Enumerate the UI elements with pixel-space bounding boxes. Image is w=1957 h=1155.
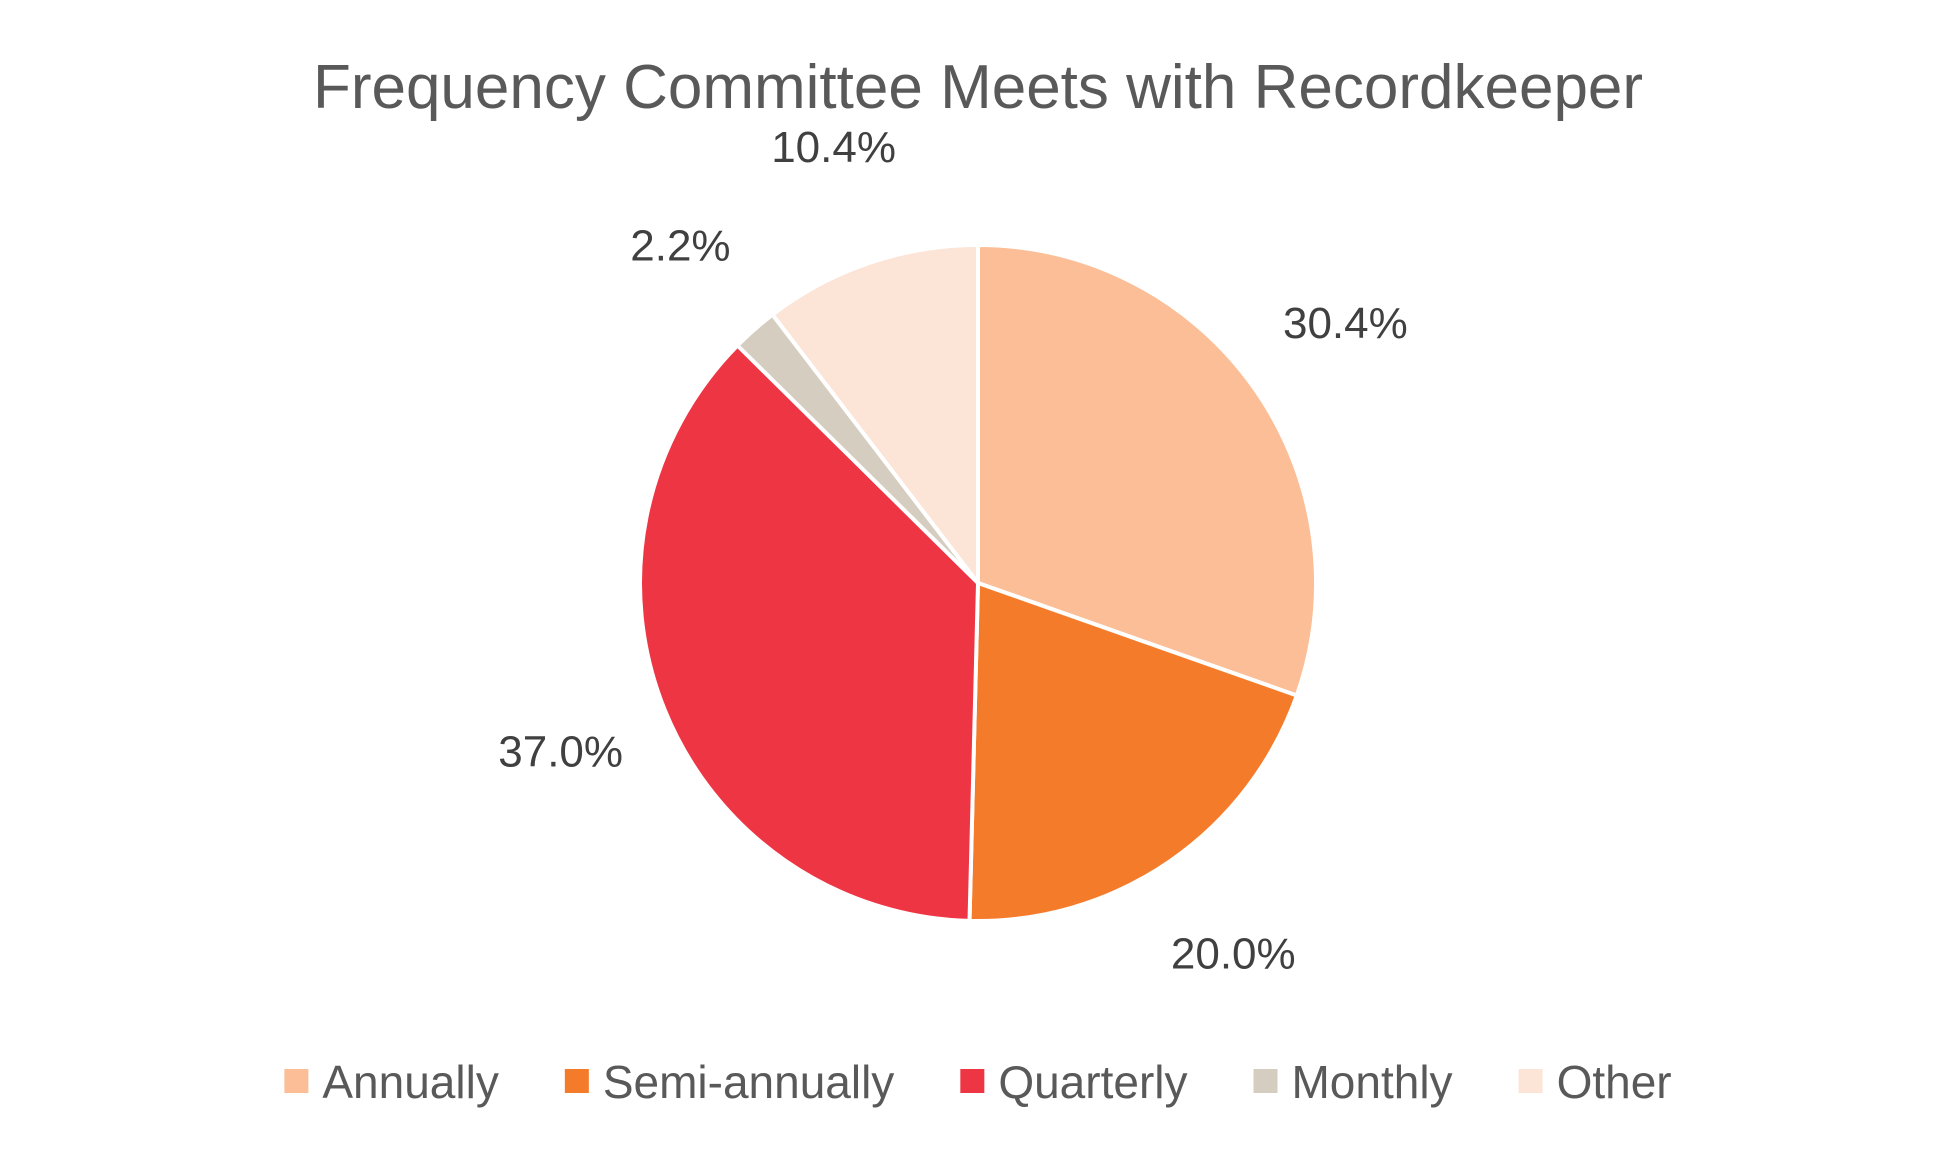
legend-swatch-annually xyxy=(284,1069,309,1093)
legend-label-monthly: Monthly xyxy=(1291,1056,1452,1108)
chart-title: Frequency Committee Meets with Recordkee… xyxy=(313,53,1643,122)
legend-item-semi-annually: Semi-annually xyxy=(564,1056,894,1108)
legend-item-quarterly: Quarterly xyxy=(960,1056,1187,1108)
data-labels: 30.4% 20.0% 37.0% 2.2% 10.4% xyxy=(498,123,1407,979)
legend-label-annually: Annually xyxy=(322,1056,498,1108)
pie-slice-other xyxy=(770,243,980,585)
pie-slice-quarterly xyxy=(638,343,980,923)
data-label-other: 10.4% xyxy=(771,123,896,172)
pie-slices xyxy=(638,243,1318,923)
legend-swatch-other xyxy=(1518,1069,1543,1093)
legend-swatch-quarterly xyxy=(960,1069,985,1093)
data-label-quarterly: 37.0% xyxy=(498,727,623,776)
legend-label-other: Other xyxy=(1557,1056,1672,1108)
legend-label-quarterly: Quarterly xyxy=(998,1056,1187,1108)
data-label-semi-annually: 20.0% xyxy=(1171,930,1296,979)
data-label-monthly: 2.2% xyxy=(630,221,730,270)
legend: Annually Semi-annually Quarterly Monthly Oth… xyxy=(284,1056,1672,1108)
legend-item-monthly: Monthly xyxy=(1253,1056,1453,1108)
legend-swatch-monthly xyxy=(1253,1069,1278,1093)
pie-slice-semi-annually xyxy=(967,581,1299,923)
legend-swatch-semi-annually xyxy=(564,1069,589,1093)
legend-label-semi-annually: Semi-annually xyxy=(603,1056,894,1108)
legend-item-annually: Annually xyxy=(284,1056,499,1108)
legend-item-other: Other xyxy=(1518,1056,1672,1108)
pie-slice-annually xyxy=(976,243,1318,698)
data-label-annually: 30.4% xyxy=(1283,299,1408,348)
